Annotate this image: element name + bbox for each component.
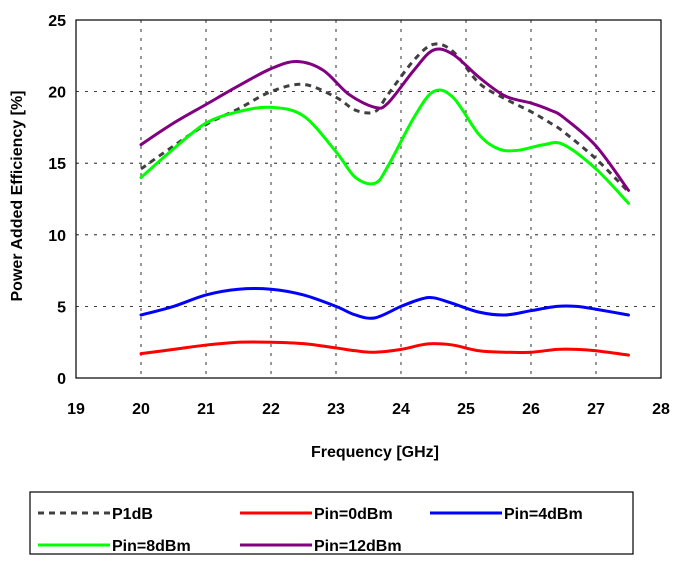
legend: P1dB Pin=0dBm Pin=4dBm Pin=8dBm Pin=12dBm bbox=[29, 491, 634, 555]
x-tick-label: 23 bbox=[327, 401, 345, 418]
grid bbox=[76, 20, 661, 378]
series-line-pin-4dbm bbox=[139, 287, 630, 320]
x-tick-label: 20 bbox=[132, 401, 150, 418]
x-tick-label: 27 bbox=[587, 401, 605, 418]
plot-frame bbox=[75, 19, 662, 379]
legend-box bbox=[29, 491, 634, 555]
y-tick-label: 15 bbox=[48, 156, 66, 173]
x-axis-title: Frequency [GHz] bbox=[311, 444, 439, 461]
x-tick-label: 25 bbox=[457, 401, 475, 418]
legend-items: P1dB Pin=0dBm Pin=4dBm Pin=8dBm Pin=12dBm bbox=[38, 506, 583, 555]
y-tick-label: 10 bbox=[48, 228, 66, 245]
x-tick-label: 28 bbox=[652, 401, 670, 418]
y-tick-labels: 0 5 10 15 20 25 bbox=[48, 13, 66, 388]
series-line-pin-0dbm bbox=[139, 340, 630, 357]
x-tick-label: 19 bbox=[67, 401, 85, 418]
legend-label-pin-8dbm: Pin=8dBm bbox=[112, 538, 191, 555]
series-line-p1db bbox=[140, 42, 630, 193]
legend-label-pin-0dbm: Pin=0dBm bbox=[314, 506, 393, 523]
x-tick-label: 22 bbox=[262, 401, 280, 418]
x-tick-label: 24 bbox=[392, 401, 410, 418]
legend-label-p1db: P1dB bbox=[112, 506, 153, 523]
x-tick-labels: 19 20 21 22 23 24 25 26 27 28 bbox=[67, 401, 670, 418]
series-line-pin-8dbm bbox=[139, 88, 630, 205]
y-tick-label: 20 bbox=[48, 85, 66, 102]
y-tick-label: 5 bbox=[57, 299, 66, 316]
legend-label-pin-12dbm: Pin=12dBm bbox=[314, 538, 402, 555]
series-line-pin-12dbm bbox=[139, 47, 630, 192]
x-tick-label: 21 bbox=[197, 401, 215, 418]
x-tick-label: 26 bbox=[522, 401, 540, 418]
series-lines bbox=[139, 42, 630, 357]
y-tick-label: 0 bbox=[57, 371, 66, 388]
y-axis-title: Power Added Efficiency [%] bbox=[9, 91, 26, 302]
y-tick-label: 25 bbox=[48, 13, 66, 30]
legend-label-pin-4dbm: Pin=4dBm bbox=[504, 506, 583, 523]
